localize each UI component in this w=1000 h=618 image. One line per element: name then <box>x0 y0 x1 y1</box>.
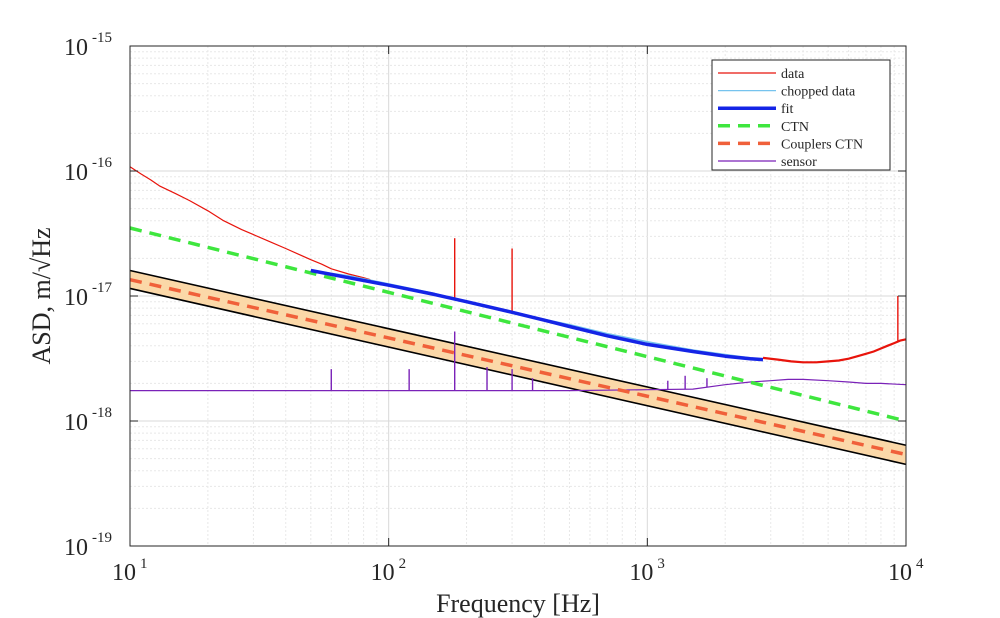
series-couplers-ctn <box>129 277 907 457</box>
y-tick-label: 10 <box>64 160 88 186</box>
legend-label-data: data <box>781 67 805 82</box>
x-tick-label: 10 <box>371 560 395 586</box>
legend-label-ctn: CTN <box>781 120 809 135</box>
x-tick-exponent: 4 <box>916 556 924 572</box>
data-line <box>129 166 371 281</box>
x-tick-exponent: 1 <box>140 556 148 572</box>
legend-label-couplers-ctn: Couplers CTN <box>781 137 863 152</box>
data-line-high-freq <box>762 338 907 364</box>
y-tick-label: 10 <box>64 410 88 436</box>
y-tick-exponent: -18 <box>92 405 112 421</box>
band-fill <box>130 270 906 465</box>
y-axis-title: ASD, m/√Hz <box>27 227 56 364</box>
series-data <box>129 166 907 364</box>
couplers-ctn-line <box>129 277 907 457</box>
fit-line <box>310 268 764 362</box>
series-ctn <box>129 226 907 423</box>
x-tick-label: 10 <box>112 560 136 586</box>
series-group <box>129 166 907 457</box>
x-tick-label: 10 <box>629 560 653 586</box>
legend: data chopped data fit CTN Couplers CTN sensor <box>711 59 891 171</box>
couplers-ctn-band <box>129 269 907 466</box>
band-upper-edge <box>129 269 907 447</box>
x-tick-label: 10 <box>888 560 912 586</box>
sensor-line <box>130 378 907 392</box>
x-tick-exponent: 2 <box>399 556 407 572</box>
x-tick-labels: 10 1 10 2 10 3 10 4 <box>112 556 924 586</box>
series-sensor <box>130 331 907 392</box>
y-tick-exponent: -16 <box>92 155 112 171</box>
x-tick-exponent: 3 <box>657 556 665 572</box>
y-tick-exponent: -17 <box>92 280 112 296</box>
ticks <box>129 45 907 547</box>
y-tick-exponent: -19 <box>92 530 112 546</box>
series-fit <box>310 268 764 362</box>
y-tick-exponent: -15 <box>92 30 112 46</box>
y-tick-label: 10 <box>64 35 88 61</box>
y-tick-label: 10 <box>64 285 88 311</box>
legend-box <box>711 59 891 171</box>
ctn-line <box>129 226 907 423</box>
legend-label-chopped-data: chopped data <box>781 85 856 100</box>
y-tick-label: 10 <box>64 535 88 561</box>
band-lower-edge <box>129 287 907 466</box>
legend-label-sensor: sensor <box>781 155 817 170</box>
x-axis-title: Frequency [Hz] <box>436 589 600 618</box>
legend-label-fit: fit <box>781 102 794 117</box>
